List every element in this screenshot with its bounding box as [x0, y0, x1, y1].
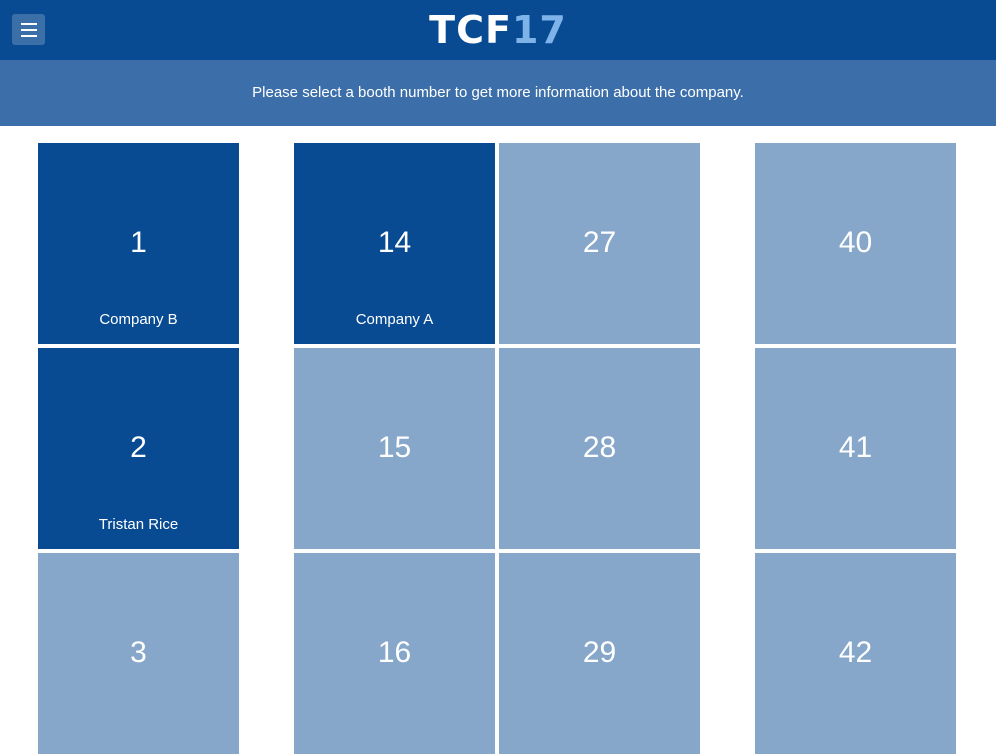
- booth-number: 28: [582, 431, 617, 464]
- booth-number: 29: [582, 636, 617, 669]
- booth-tile-40[interactable]: 40: [755, 143, 956, 344]
- booth-number: 14: [377, 226, 412, 259]
- booth-company-name: Company A: [355, 311, 434, 328]
- logo-text-accent: 17: [511, 8, 567, 52]
- booth-company-name: Company B: [99, 311, 178, 328]
- booth-number: 41: [838, 431, 873, 464]
- booth-number: 3: [130, 636, 147, 669]
- booth-tile-15[interactable]: 15: [294, 348, 495, 549]
- booth-tile-16[interactable]: 16: [294, 553, 495, 754]
- booth-number: 2: [130, 431, 147, 464]
- info-banner: Please select a booth number to get more…: [0, 60, 996, 126]
- hamburger-menu-button[interactable]: [12, 14, 45, 45]
- menu-icon-bar: [21, 35, 37, 37]
- booth-tile-14[interactable]: 14 Company A: [294, 143, 495, 344]
- booth-tile-42[interactable]: 42: [755, 553, 956, 754]
- booth-number: 1: [130, 226, 147, 259]
- logo-text-primary: TCF: [429, 8, 512, 52]
- booth-number: 27: [582, 226, 617, 259]
- booth-number: 42: [838, 636, 873, 669]
- booth-tile-28[interactable]: 28: [499, 348, 700, 549]
- menu-icon-bar: [21, 29, 37, 31]
- booth-tile-41[interactable]: 41: [755, 348, 956, 549]
- booth-number: 40: [838, 226, 873, 259]
- booth-company-name: Tristan Rice: [98, 516, 179, 533]
- app-logo: TCF17: [0, 8, 996, 52]
- booth-tile-3[interactable]: 3: [38, 553, 239, 754]
- booth-tile-2[interactable]: 2 Tristan Rice: [38, 348, 239, 549]
- booth-tile-27[interactable]: 27: [499, 143, 700, 344]
- booth-number: 16: [377, 636, 412, 669]
- booth-tile-29[interactable]: 29: [499, 553, 700, 754]
- menu-icon-bar: [21, 23, 37, 25]
- booth-number: 15: [377, 431, 412, 464]
- booth-tile-1[interactable]: 1 Company B: [38, 143, 239, 344]
- banner-message: Please select a booth number to get more…: [252, 84, 744, 101]
- top-navbar: TCF17: [0, 0, 996, 60]
